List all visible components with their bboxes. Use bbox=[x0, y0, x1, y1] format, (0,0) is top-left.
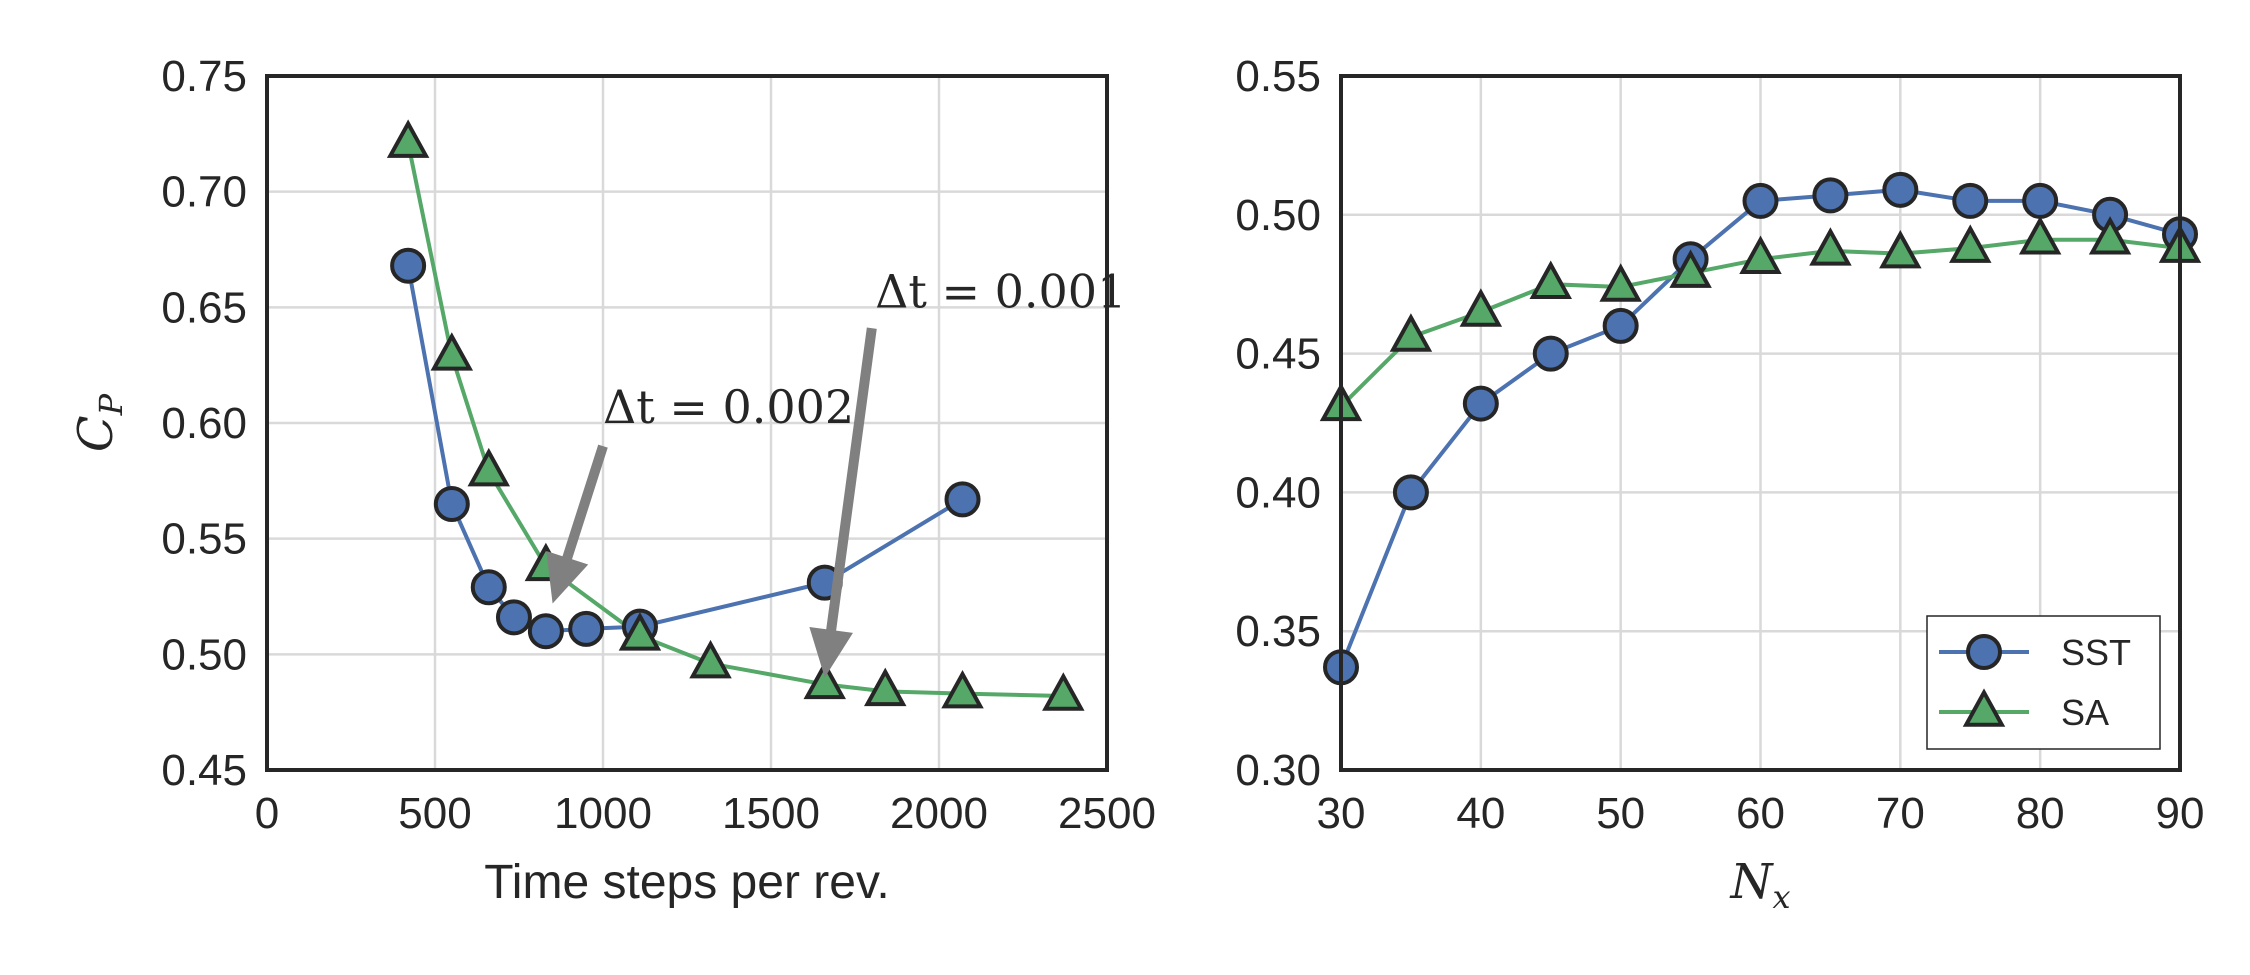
y-tick-label: 0.40 bbox=[1235, 468, 1321, 517]
legend-marker-sst bbox=[1966, 634, 2002, 670]
data-point-sa bbox=[941, 669, 984, 709]
y-tick-label: 0.50 bbox=[1235, 191, 1321, 240]
x-tick-label: 80 bbox=[2016, 789, 2065, 838]
right-tick-labels: 30 40 50 60 70 80 90 0.30 0.35 0.40 0.45 0.50 0.55 bbox=[1235, 52, 2204, 838]
data-point-sa bbox=[1879, 229, 1922, 269]
data-point-sst bbox=[1742, 182, 1779, 219]
x-tick-label: 1500 bbox=[722, 789, 820, 838]
data-point-sa bbox=[1809, 227, 1852, 266]
left-plot-frame bbox=[265, 74, 1109, 772]
series-line-sa bbox=[406, 142, 1064, 698]
data-point-sst bbox=[568, 610, 605, 647]
y-tick-label: 0.70 bbox=[161, 168, 247, 217]
data-point-sa bbox=[803, 660, 847, 700]
data-point-sa bbox=[467, 447, 511, 487]
data-point-sst bbox=[390, 247, 427, 284]
data-point-sst bbox=[1532, 335, 1569, 372]
left-series-layer bbox=[386, 119, 1085, 711]
right-chart-panel: 30 40 50 60 70 80 90 0.30 0.35 0.40 0.45 0.50 0.55 N… bbox=[1235, 52, 2204, 916]
right-plot-frame bbox=[1339, 74, 2182, 772]
left-y-axis-label-main: C bbox=[68, 415, 124, 452]
data-point-sa bbox=[430, 332, 474, 371]
x-tick-label: 500 bbox=[398, 789, 471, 838]
y-tick-label: 0.75 bbox=[161, 52, 247, 101]
data-point-sa bbox=[386, 119, 430, 158]
annotation-label: Δt = 0.001 bbox=[875, 264, 1126, 318]
data-point-sa bbox=[1739, 235, 1782, 274]
data-point-sa bbox=[1459, 288, 1503, 327]
x-tick-label: 2500 bbox=[1058, 789, 1156, 838]
left-chart-panel: Δt = 0.002 Δt = 0.001 0 500 1000 1500 2000 250… bbox=[68, 52, 1156, 909]
data-point-sst bbox=[2022, 182, 2059, 219]
y-tick-label: 0.45 bbox=[161, 746, 247, 795]
x-tick-label: 50 bbox=[1596, 789, 1645, 838]
legend: SST SA bbox=[1926, 615, 2161, 750]
x-tick-label: 90 bbox=[2156, 789, 2205, 838]
right-x-axis-label: Nx bbox=[1729, 854, 1790, 916]
y-tick-label: 0.35 bbox=[1235, 607, 1321, 656]
data-point-sst bbox=[1882, 171, 1919, 208]
left-annotations: Δt = 0.002 Δt = 0.001 bbox=[546, 264, 1126, 678]
x-tick-label: 2000 bbox=[890, 789, 988, 838]
data-point-sa bbox=[1949, 224, 1992, 263]
x-tick-label: 40 bbox=[1456, 789, 1505, 838]
right-x-axis-label-main: N bbox=[1729, 854, 1774, 910]
data-point-sst bbox=[1812, 177, 1849, 214]
right-x-axis-label-sub: x bbox=[1772, 878, 1790, 916]
data-point-sst bbox=[1952, 182, 1989, 219]
x-tick-label: 70 bbox=[1876, 789, 1925, 838]
legend-frame bbox=[1926, 615, 2161, 750]
data-point-sa bbox=[1599, 263, 1642, 302]
left-y-axis-label-sub: P bbox=[92, 393, 130, 416]
left-tick-labels: 0 500 1000 1500 2000 2500 0.45 0.50 0.55 0.60 0.65… bbox=[161, 52, 1156, 838]
x-tick-label: 30 bbox=[1317, 789, 1366, 838]
data-point-sst bbox=[1462, 385, 1499, 422]
y-tick-label: 0.50 bbox=[161, 630, 247, 679]
y-tick-label: 0.30 bbox=[1235, 746, 1321, 795]
data-point-sa bbox=[863, 667, 907, 707]
annotation-arrow bbox=[809, 327, 877, 678]
x-tick-label: 1000 bbox=[554, 789, 652, 838]
y-tick-label: 0.45 bbox=[1235, 330, 1321, 379]
data-point-sst bbox=[1392, 474, 1429, 511]
y-tick-label: 0.55 bbox=[161, 515, 247, 564]
data-point-sa bbox=[1529, 260, 1572, 299]
data-point-sa bbox=[1669, 249, 1712, 288]
data-point-sst bbox=[527, 613, 564, 650]
data-point-sa bbox=[1042, 672, 1085, 711]
x-tick-label: 60 bbox=[1736, 789, 1785, 838]
annotation-label: Δt = 0.002 bbox=[603, 380, 854, 434]
y-tick-label: 0.60 bbox=[161, 399, 247, 448]
data-point-sst bbox=[433, 485, 470, 522]
legend-label-sst: SST bbox=[2061, 632, 2131, 673]
data-point-sa bbox=[689, 639, 732, 679]
data-point-sa bbox=[2018, 216, 2062, 255]
data-point-sst bbox=[944, 481, 981, 518]
data-point-sst bbox=[495, 599, 532, 636]
legend-marker-sa bbox=[1962, 688, 2006, 727]
annotation-arrow bbox=[546, 444, 608, 604]
left-x-axis-label: Time steps per rev. bbox=[484, 856, 889, 909]
legend-label-sa: SA bbox=[2061, 692, 2109, 733]
data-point-sa bbox=[2088, 216, 2132, 255]
x-tick-label: 0 bbox=[255, 789, 279, 838]
data-point-sst bbox=[1602, 307, 1639, 344]
right-series-layer bbox=[1319, 171, 2202, 686]
data-point-sst bbox=[470, 569, 507, 606]
y-tick-label: 0.55 bbox=[1235, 52, 1321, 101]
data-point-sa bbox=[618, 612, 662, 651]
y-tick-label: 0.65 bbox=[161, 283, 247, 332]
data-point-sa bbox=[1389, 313, 1433, 352]
left-y-axis-label: CP bbox=[68, 393, 130, 452]
